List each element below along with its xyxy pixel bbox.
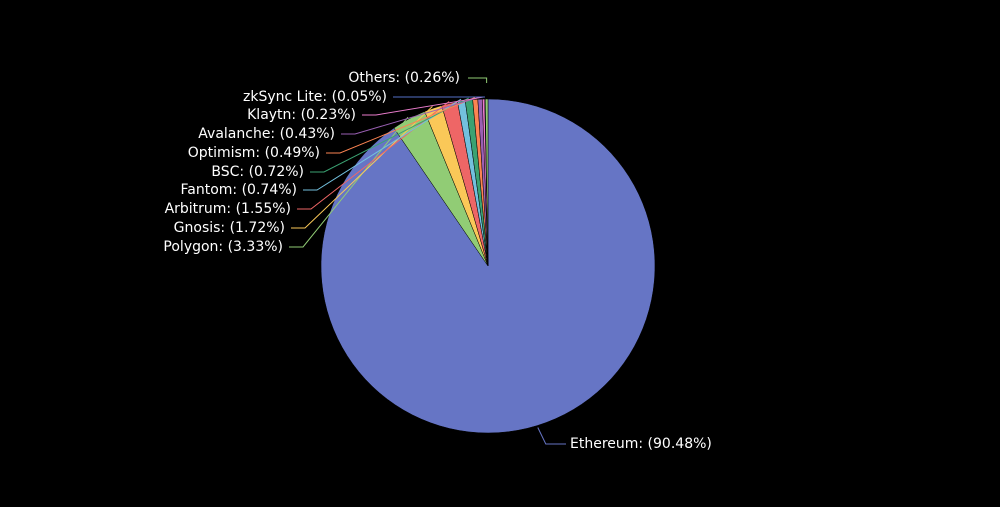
slice-label: Polygon: (3.33%) [163,239,283,255]
slice-label: Fantom: (0.74%) [181,182,297,198]
leader-line [341,96,481,135]
slice-label: Optimism: (0.49%) [188,145,320,161]
slice-label: Gnosis: (1.72%) [174,220,285,236]
slice-label: zkSync Lite: (0.05%) [243,89,387,105]
slice-label: Klaytn: (0.23%) [247,107,356,123]
leader-line [468,77,488,84]
leader-line [310,97,469,173]
leader-line [537,427,566,445]
slice-label: Avalanche: (0.43%) [198,126,335,142]
leader-line [362,96,484,116]
pie-slice [485,98,489,267]
leader-line [297,101,450,210]
leader-line [326,97,476,154]
slice-label: Ethereum: (90.48%) [570,436,712,452]
leader-line [303,98,462,191]
slice-label: Arbitrum: (1.55%) [165,201,291,217]
slice-label: Others: (0.26%) [348,70,460,86]
slice-label: BSC: (0.72%) [211,164,304,180]
